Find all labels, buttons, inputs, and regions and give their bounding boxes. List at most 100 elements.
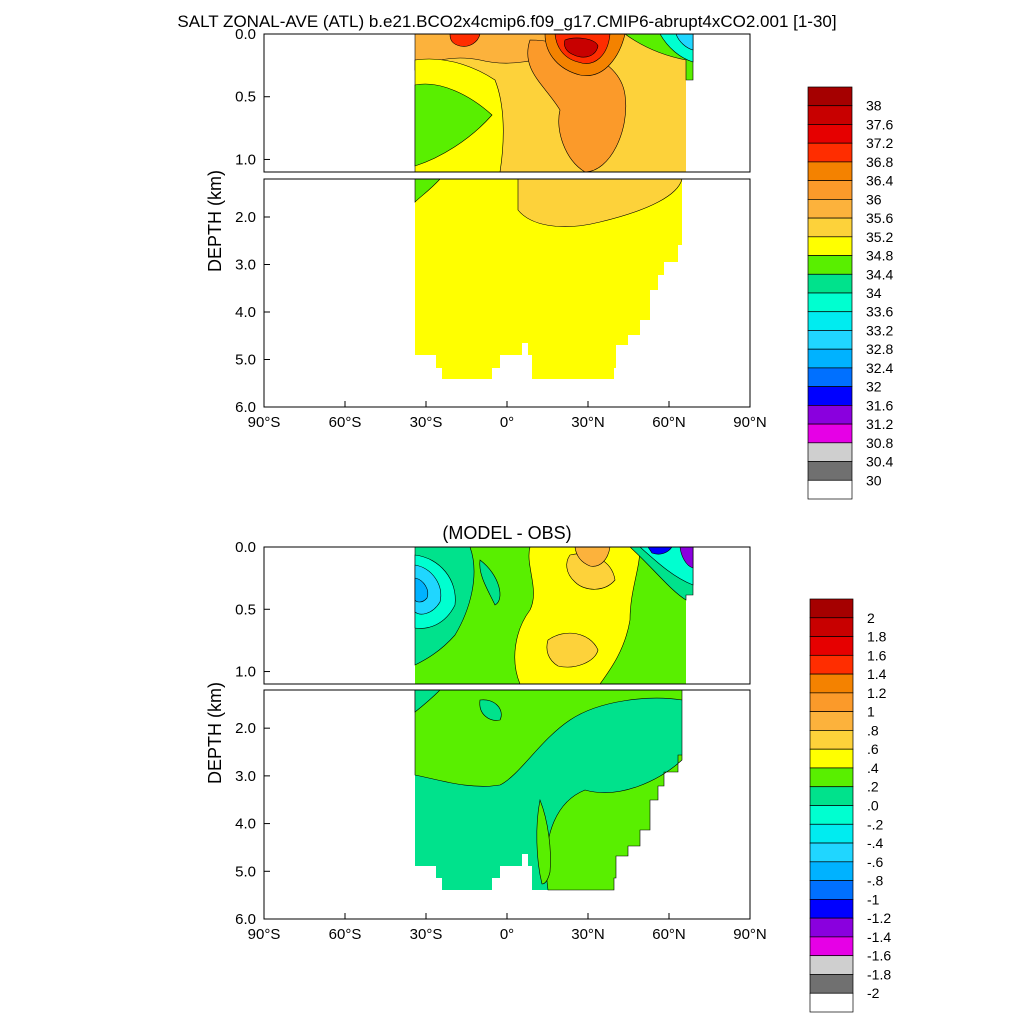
colorbar-swatch <box>807 423 853 444</box>
colorbar-swatch <box>809 936 854 957</box>
colorbar-label: .2 <box>867 779 879 795</box>
colorbar-swatch <box>807 367 853 387</box>
colorbar-label: -.6 <box>867 854 884 870</box>
colorbar-swatch <box>807 217 853 238</box>
colorbar-swatch <box>807 199 853 219</box>
colorbar-swatch <box>809 880 854 900</box>
panel-salinity: 90°S 60°S 30°S 0° 30°N 60°N 90°N 0.0 0.5 1.0 2.0 3.… <box>205 26 893 500</box>
colorbar-label: 30 <box>866 472 882 488</box>
colorbar-label: -1.4 <box>867 929 891 945</box>
colorbar-swatch <box>807 161 853 181</box>
y-tick-label: 6.0 <box>235 911 256 928</box>
colorbar-swatch <box>809 861 854 881</box>
colorbar-label: 1.4 <box>867 666 887 682</box>
y-tick-label: 5.0 <box>235 352 256 369</box>
y-tick-label: 3.0 <box>235 768 256 785</box>
colorbar-swatch <box>807 479 853 500</box>
panel2-upper-frame <box>263 546 751 685</box>
colorbar-swatch <box>809 748 854 769</box>
colorbar-label: 38 <box>866 98 882 114</box>
colorbar-label: 32.4 <box>866 360 893 376</box>
panel2-lower-field <box>414 690 683 891</box>
colorbar-swatch <box>809 598 854 619</box>
colorbar-swatch <box>809 992 854 1013</box>
colorbar-swatch <box>807 442 853 462</box>
y-tick-label: 4.0 <box>235 304 256 321</box>
colorbar-label: 37.6 <box>866 116 893 132</box>
colorbar-label: 30.4 <box>866 454 893 470</box>
colorbar-swatch <box>807 86 853 107</box>
colorbar-swatch <box>807 124 853 144</box>
colorbar-label: -.8 <box>867 873 884 889</box>
colorbar-label: 33.6 <box>866 304 893 320</box>
x-tick-label: 90°S <box>248 414 281 431</box>
colorbar-label: 30.8 <box>866 435 893 451</box>
x-tick-label: 30°N <box>571 414 605 431</box>
panel2-axes: 90°S 60°S 30°S 0° 30°N 60°N 90°N 0.0 0.5 1.0 2.0 3.… <box>235 539 767 943</box>
y-tick-label: 2.0 <box>235 209 256 226</box>
colorbar-swatch <box>809 711 854 731</box>
colorbar-label: .0 <box>867 798 879 814</box>
y-tick-label: 3.0 <box>235 257 256 274</box>
y-tick-label: 1.0 <box>235 664 256 681</box>
colorbar-swatch <box>807 292 853 313</box>
colorbar-label: -2 <box>867 985 880 1001</box>
colorbar-swatch <box>809 617 854 637</box>
colorbar-swatch <box>807 105 853 125</box>
colorbar-swatch <box>807 311 853 331</box>
colorbar-swatch <box>807 348 853 369</box>
colorbar-label: -1 <box>867 891 880 907</box>
y-tick-label: 2.0 <box>235 720 256 737</box>
panel1-lower-field <box>414 179 683 379</box>
colorbar-label: -.2 <box>867 816 884 832</box>
x-tick-label: 60°S <box>329 926 362 943</box>
colorbar-label: 2 <box>867 610 875 626</box>
panel2-y-axis-label: DEPTH (km) <box>205 682 225 784</box>
y-tick-label: 4.0 <box>235 816 256 833</box>
x-tick-label: 90°N <box>733 926 767 943</box>
colorbar-label: 1 <box>867 704 875 720</box>
colorbar-label: 31.6 <box>866 397 893 413</box>
colorbar-label: -1.6 <box>867 948 891 964</box>
colorbar-label: 36.8 <box>866 154 893 170</box>
y-tick-label: 0.5 <box>235 89 256 106</box>
colorbar-label: 36.4 <box>866 173 893 189</box>
y-tick-label: 5.0 <box>235 863 256 880</box>
colorbar-swatch <box>809 805 854 825</box>
colorbar-swatch <box>809 692 854 712</box>
panel1-upper-frame <box>263 33 751 173</box>
x-tick-label: 60°N <box>652 926 686 943</box>
colorbar-label: 34 <box>866 285 882 301</box>
colorbar-label: .6 <box>867 741 879 757</box>
colorbar-label: 34.8 <box>866 248 893 264</box>
colorbar-label: 1.6 <box>867 647 887 663</box>
colorbar-swatch <box>807 273 853 294</box>
colorbar-label: .8 <box>867 722 879 738</box>
colorbar-swatch <box>809 636 854 656</box>
colorbar-label: .4 <box>867 760 879 776</box>
colorbar-label: 32 <box>866 379 882 395</box>
colorbar-label: 31.2 <box>866 416 893 432</box>
colorbar-label: 34.4 <box>866 266 893 282</box>
colorbar-label: 1.8 <box>867 629 887 645</box>
x-tick-label: 0° <box>500 414 514 431</box>
colorbar-swatch <box>809 654 854 675</box>
panel1-colorbar: 38 37.6 37.2 36.8 36.4 36 35.6 35.2 34.8 34.4 34 33… <box>807 86 893 500</box>
x-tick-label: 60°S <box>329 414 362 431</box>
colorbar-label: 37.2 <box>866 135 893 151</box>
colorbar-label: 36 <box>866 191 882 207</box>
x-tick-label: 30°S <box>410 926 443 943</box>
colorbar-label: 1.2 <box>867 685 887 701</box>
colorbar-label: -1.8 <box>867 966 891 982</box>
colorbar-swatch <box>809 823 854 844</box>
x-tick-label: 0° <box>500 926 514 943</box>
colorbar-swatch <box>809 899 854 919</box>
colorbar-swatch <box>807 142 853 163</box>
colorbar-swatch <box>807 330 853 350</box>
colorbar-label: 35.6 <box>866 210 893 226</box>
colorbar-swatch <box>809 767 854 788</box>
colorbar-swatch <box>807 386 853 406</box>
x-tick-label: 60°N <box>652 414 686 431</box>
panel1-upper-field <box>414 34 694 172</box>
